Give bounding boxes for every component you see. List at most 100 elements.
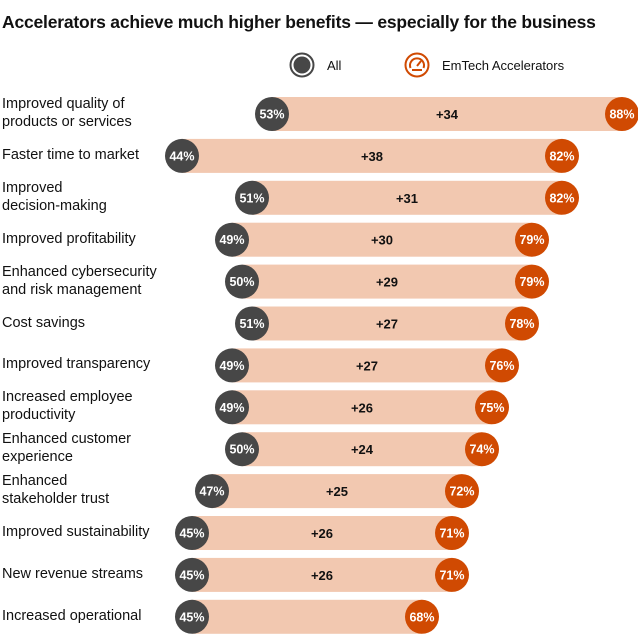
category-label: Faster time to market — [2, 146, 177, 164]
dot-emtech — [445, 474, 479, 509]
category-label-line: and risk management — [2, 281, 142, 298]
value-label-all: 51% — [239, 317, 264, 331]
value-label-all: 53% — [259, 108, 284, 122]
dot-emtech — [605, 97, 638, 131]
category-label-line: Improved transparency — [2, 356, 151, 373]
dot-all — [215, 348, 249, 383]
dot-emtech — [465, 432, 499, 467]
difference-label: +26 — [351, 400, 373, 415]
category-label: Enhanced customer experience — [2, 430, 177, 466]
range-bar — [182, 138, 562, 173]
difference-label: +38 — [361, 149, 383, 164]
dot-emtech — [505, 306, 539, 341]
circle-icon — [289, 52, 315, 78]
difference-label: +26 — [311, 526, 333, 541]
difference-label: +27 — [376, 317, 398, 332]
difference-label: +24 — [351, 442, 374, 457]
value-label-emtech: 74% — [469, 443, 494, 457]
category-label-line: Improved quality of — [2, 96, 125, 112]
category-label-line: Improved profitability — [2, 230, 136, 247]
range-bar — [192, 599, 422, 634]
category-label-line: Cost savings — [2, 314, 86, 331]
category-label: Increased employee productivity — [2, 388, 177, 424]
speedometer-icon — [404, 52, 430, 78]
dot-all — [225, 432, 259, 467]
dot-emtech — [435, 557, 469, 592]
dot-all — [175, 557, 209, 592]
value-label-emtech: 72% — [449, 485, 474, 499]
difference-label: +26 — [311, 568, 333, 583]
difference-label: +30 — [371, 233, 393, 248]
dot-emtech — [485, 348, 519, 383]
value-label-all: 49% — [219, 359, 244, 373]
dot-all — [175, 516, 209, 550]
value-label-emtech: 82% — [549, 149, 574, 163]
value-label-emtech: 76% — [489, 359, 514, 373]
dot-emtech — [475, 390, 509, 425]
range-bar — [252, 180, 562, 215]
value-label-emtech: 71% — [439, 568, 464, 582]
category-label-line: Improved sustainability — [2, 524, 150, 540]
dot-emtech — [515, 222, 549, 257]
value-label-all: 45% — [179, 568, 204, 582]
value-label-emtech: 79% — [519, 233, 544, 247]
category-label: Cost savings — [2, 314, 177, 332]
legend-item-all: All — [289, 52, 341, 78]
category-label-line: Increased employee — [2, 389, 133, 406]
value-label-all: 45% — [179, 610, 204, 624]
difference-label: +31 — [396, 191, 418, 206]
range-bar — [252, 306, 522, 341]
legend: All EmTech Accelerators — [0, 52, 638, 78]
category-label: Improved profitability — [2, 230, 177, 248]
difference-label: +29 — [376, 275, 398, 290]
category-label-line: stakeholder trust — [2, 491, 110, 508]
category-label: Improved quality of products or services — [2, 95, 177, 131]
category-label: Enhanced stakeholder trust — [2, 472, 177, 508]
category-label-line: Enhanced cybersecurity — [2, 263, 157, 280]
legend-label: EmTech Accelerators — [442, 57, 565, 73]
category-label-line: productivity — [2, 407, 76, 424]
range-bar — [192, 516, 452, 550]
value-label-all: 45% — [179, 527, 204, 541]
range-bar — [242, 432, 482, 467]
value-label-emtech: 88% — [609, 108, 634, 122]
value-label-all: 51% — [239, 191, 264, 205]
dot-all — [225, 264, 259, 299]
range-bar — [232, 348, 502, 383]
value-label-all: 49% — [219, 401, 244, 415]
value-label-all: 47% — [199, 485, 224, 499]
chart-title: Accelerators achieve much higher benefit… — [2, 12, 596, 32]
category-label: Enhanced cybersecurity and risk managemen… — [2, 263, 177, 299]
dot-all — [195, 474, 229, 509]
legend-item-emtech: EmTech Accelerators — [404, 52, 564, 78]
value-label-all: 44% — [169, 149, 194, 163]
dot-all — [255, 97, 289, 131]
value-label-emtech: 71% — [439, 527, 464, 541]
category-label: Improved transparency — [2, 355, 177, 373]
value-label-emtech: 79% — [519, 275, 544, 289]
range-bar — [272, 97, 622, 131]
dot-all — [215, 222, 249, 257]
dot-all — [215, 390, 249, 425]
dot-emtech — [515, 264, 549, 299]
range-bar — [242, 264, 532, 299]
category-label-line: Improved — [2, 179, 63, 196]
difference-label: +25 — [326, 484, 348, 499]
dot-all — [235, 306, 269, 341]
value-label-emtech: 82% — [549, 191, 574, 205]
value-label-all: 49% — [219, 233, 244, 247]
dot-all — [165, 138, 199, 173]
category-label: New revenue streams — [2, 565, 177, 583]
dot-emtech — [545, 138, 579, 173]
range-bar — [232, 390, 492, 425]
category-label-line: products or services — [2, 114, 132, 130]
dot-all — [235, 180, 269, 215]
legend-label: All — [327, 57, 342, 73]
range-bar — [232, 222, 532, 257]
category-label-line: decision-making — [2, 197, 107, 214]
category-label: Improved decision-making — [2, 179, 177, 215]
difference-label: +34 — [436, 107, 459, 122]
value-label-all: 50% — [229, 443, 254, 457]
category-label-line: Faster time to market — [2, 146, 139, 163]
